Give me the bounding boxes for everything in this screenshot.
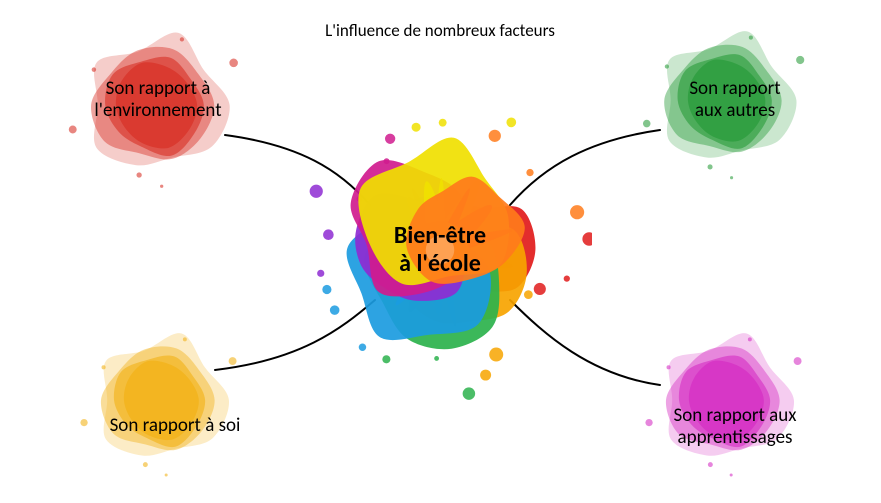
diagram-title: L'influence de nombreux facteurs [300,20,580,41]
center-label: Bien-être à l'école [350,222,530,277]
label-apprentissages: Son rapport aux apprentissages [640,405,830,449]
connector-0 [225,135,370,205]
label-soi: Son rapport à soi [80,415,270,437]
label-autres: Son rapport aux autres [660,78,810,122]
connector-2 [215,300,375,370]
connector-1 [510,130,660,205]
connector-3 [510,300,660,385]
label-environnement: Son rapport à l'environnement [68,78,248,122]
diagram-stage: L'influence de nombreux facteurs Bien-êt… [0,0,881,503]
splash-soi [64,304,256,496]
splash-apprentissages [629,304,821,496]
